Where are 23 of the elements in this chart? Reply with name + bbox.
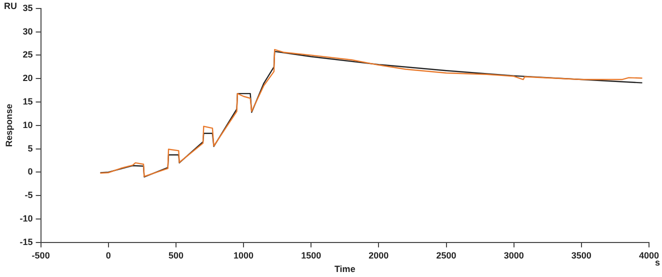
x-tick-label: 2000 (368, 250, 389, 260)
text: RU (4, 0, 17, 11)
x-tick-label: -500 (32, 250, 50, 260)
y-tick-label: -10 (20, 213, 33, 224)
y-tick-label: 25 (22, 50, 33, 60)
x-tick-label: 1500 (301, 250, 322, 260)
x-tick-label: 3000 (504, 250, 524, 260)
y-axis-title: Response (4, 104, 14, 147)
y-tick-label: 15 (22, 96, 33, 106)
y-tick-label: 5 (28, 143, 33, 154)
y-tick-label: 35 (22, 2, 33, 13)
x-tick-label: 0 (106, 250, 111, 260)
y-tick-label: -5 (24, 190, 33, 200)
y-tick-label: -15 (20, 236, 33, 247)
x-tick-label: 500 (168, 250, 184, 260)
x-tick-label: 1000 (234, 250, 254, 260)
y-tick-label: 0 (28, 166, 33, 177)
y-tick-label: 30 (22, 26, 33, 36)
x-tick-label: 2500 (436, 250, 456, 260)
y-tick-label: 20 (22, 73, 33, 84)
x-axis-title: Time (334, 264, 356, 274)
x-tick-label: 3500 (571, 250, 592, 260)
y-tick-label: 10 (22, 120, 33, 130)
